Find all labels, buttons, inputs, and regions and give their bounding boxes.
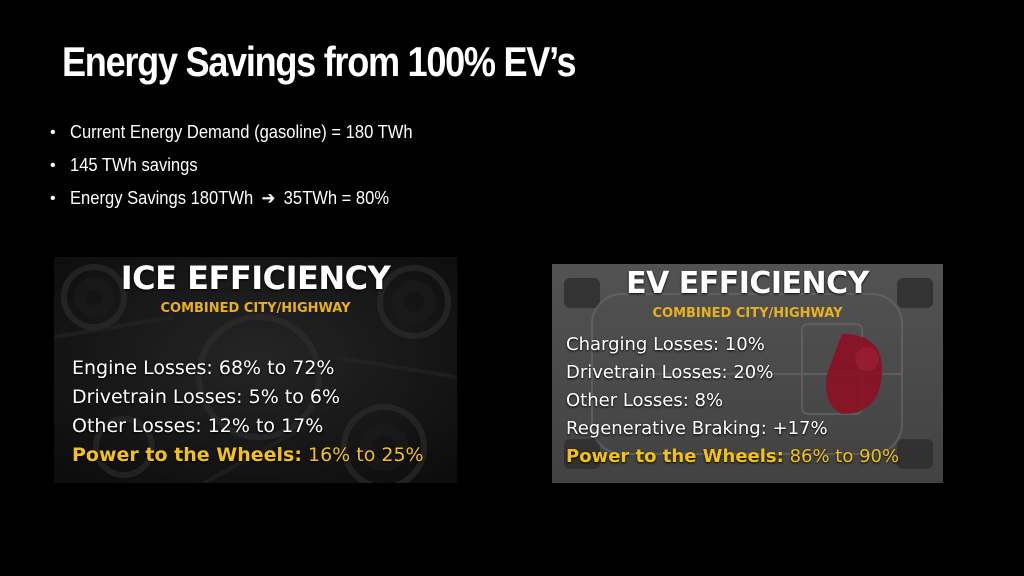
ev-loss-line: Other Losses: 8% [566, 390, 724, 411]
bullet-text-after: 35TWh = 80% [283, 188, 390, 208]
ice-loss-line: Engine Losses: 68% to 72% [72, 357, 335, 379]
ev-panel-subheading: COMBINED CITY/HIGHWAY [652, 306, 843, 321]
ev-loss-line: Regenerative Braking: +17% [566, 418, 828, 439]
ice-loss-line: Other Losses: 12% to 17% [72, 415, 324, 437]
bullet-list: • Current Energy Demand (gasoline) = 180… [50, 116, 442, 215]
ice-power-line: Power to the Wheels: 16% to 25% [72, 441, 424, 470]
ice-panel-subheading: COMBINED CITY/HIGHWAY [160, 301, 351, 316]
ice-panel-heading: ICE EFFICIENCY [120, 259, 391, 297]
slide-title: Energy Savings from 100% EV’s [62, 38, 577, 85]
ice-power-value: 16% to 25% [301, 444, 424, 466]
ice-power-label: Power to the Wheels: [72, 444, 302, 466]
engine-parts-background-image [54, 257, 457, 483]
ev-chassis-background-image [552, 264, 943, 483]
bullet-dot-icon: • [50, 123, 56, 141]
ev-loss-line: Charging Losses: 10% [566, 334, 765, 355]
ice-efficiency-panel: ICE EFFICIENCY COMBINED CITY/HIGHWAY Eng… [54, 257, 457, 483]
ev-power-line: Power to the Wheels: 86% to 90% [566, 443, 899, 471]
ev-loss-line: Drivetrain Losses: 20% [566, 362, 774, 383]
right-arrow-icon: ➔ [261, 188, 276, 208]
ice-loss-list: Engine Losses: 68% to 72% Drivetrain Los… [72, 354, 424, 470]
bullet-item: • 145 TWh savings [50, 149, 442, 182]
bullet-text: 145 TWh savings [70, 155, 198, 175]
ev-power-value: 86% to 90% [783, 446, 900, 467]
bullet-dot-icon: • [50, 156, 56, 174]
ice-loss-line: Drivetrain Losses: 5% to 6% [72, 386, 341, 408]
bullet-text: Current Energy Demand (gasoline) = 180 T… [70, 122, 413, 142]
ev-efficiency-panel: EV EFFICIENCY COMBINED CITY/HIGHWAY Char… [552, 264, 943, 483]
ev-panel-heading: EV EFFICIENCY [626, 266, 869, 301]
bullet-text-group: Energy Savings 180TWh ➔ 35TWh = 80% [70, 188, 389, 209]
bullet-item: • Energy Savings 180TWh ➔ 35TWh = 80% [50, 182, 442, 215]
ev-power-label: Power to the Wheels: [566, 446, 784, 467]
bullet-text-before: Energy Savings 180TWh [70, 188, 254, 208]
bullet-dot-icon: • [50, 189, 56, 207]
ev-loss-list: Charging Losses: 10% Drivetrain Losses: … [566, 331, 899, 471]
bullet-item: • Current Energy Demand (gasoline) = 180… [50, 116, 442, 149]
